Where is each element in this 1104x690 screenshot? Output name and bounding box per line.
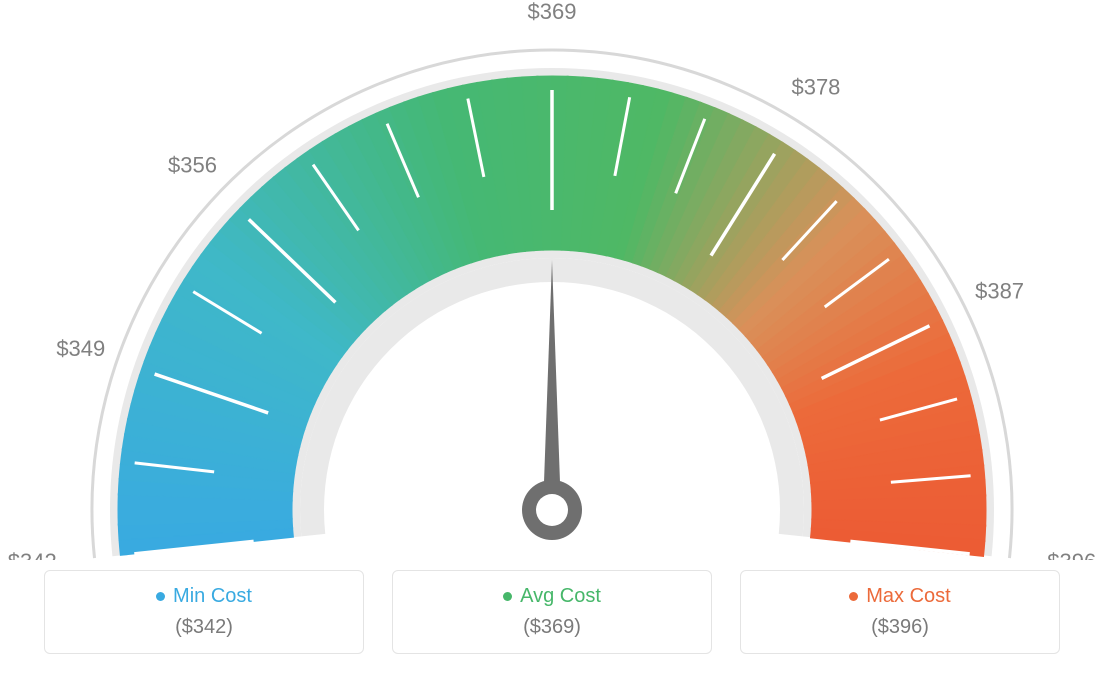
legend-card-max: Max Cost ($396) <box>740 570 1060 654</box>
legend-dot-max <box>849 592 858 601</box>
legend-card-avg: Avg Cost ($369) <box>392 570 712 654</box>
tick-label: $378 <box>791 75 840 100</box>
legend-title-max-text: Max Cost <box>866 585 950 608</box>
gauge-chart: $342 $349 $356 $369 $378 $387 $396 <box>0 0 1104 560</box>
legend-value-min: ($342) <box>45 616 363 639</box>
legend-dot-min <box>156 592 165 601</box>
tick-label: $369 <box>528 0 577 24</box>
legend-value-max: ($396) <box>741 616 1059 639</box>
legend-row: Min Cost ($342) Avg Cost ($369) Max Cost… <box>0 570 1104 654</box>
needle-hub-hole <box>536 494 568 526</box>
tick-label: $396 <box>1047 549 1096 560</box>
tick-label: $349 <box>56 336 105 361</box>
legend-title-max: Max Cost <box>849 585 950 608</box>
tick-label: $387 <box>975 279 1024 304</box>
legend-title-min: Min Cost <box>156 585 252 608</box>
legend-title-avg-text: Avg Cost <box>520 585 601 608</box>
legend-card-min: Min Cost ($342) <box>44 570 364 654</box>
legend-title-avg: Avg Cost <box>503 585 601 608</box>
legend-value-avg: ($369) <box>393 616 711 639</box>
gauge-svg: $342 $349 $356 $369 $378 $387 $396 <box>0 0 1104 560</box>
tick-label: $342 <box>8 549 57 560</box>
tick-label: $356 <box>168 152 217 177</box>
legend-title-min-text: Min Cost <box>173 585 252 608</box>
legend-dot-avg <box>503 592 512 601</box>
